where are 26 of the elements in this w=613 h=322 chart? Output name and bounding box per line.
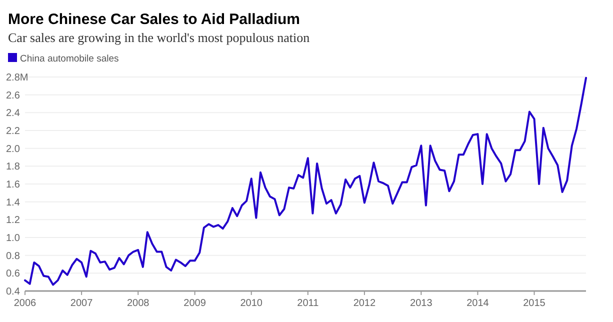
y-tick-label: 1.4	[6, 197, 20, 208]
x-tick-label: 2008	[126, 298, 150, 309]
y-tick-label: 0.4	[6, 286, 20, 298]
y-tick-label: 1.6	[6, 180, 20, 190]
y-tick-label: 1.8	[6, 162, 20, 173]
y-tick-label: 1.2	[6, 215, 20, 226]
x-tick-label: 2009	[184, 298, 206, 309]
x-tick-label: 2013	[410, 298, 433, 309]
x-tick-label: 2010	[240, 298, 263, 309]
y-tick-label: 2.4	[6, 108, 20, 120]
y-tick-label: 2.6	[6, 90, 20, 102]
x-tick-label: 2015	[523, 298, 546, 309]
x-tick-label: 2006	[14, 298, 37, 309]
y-tick-label: 0.6	[6, 268, 20, 280]
y-tick-label: 0.8	[6, 250, 20, 262]
y-tick-label: 2.8M	[6, 72, 28, 84]
y-tick-label: 2.0	[6, 144, 20, 155]
x-tick-label: 2012	[353, 298, 376, 309]
legend-label: China automobile sales	[20, 54, 120, 64]
y-tick-label: 1.0	[6, 233, 20, 244]
x-tick-label: 2011	[297, 298, 320, 309]
chart-title: More Chinese Car Sales to Aid Palladium	[8, 11, 300, 28]
chart-subtitle: Car sales are growing in the world's most populous nation	[8, 30, 310, 45]
y-tick-label: 2.2	[6, 126, 20, 137]
x-tick-label: 2007	[70, 298, 94, 309]
x-tick-label: 2014	[466, 298, 490, 309]
